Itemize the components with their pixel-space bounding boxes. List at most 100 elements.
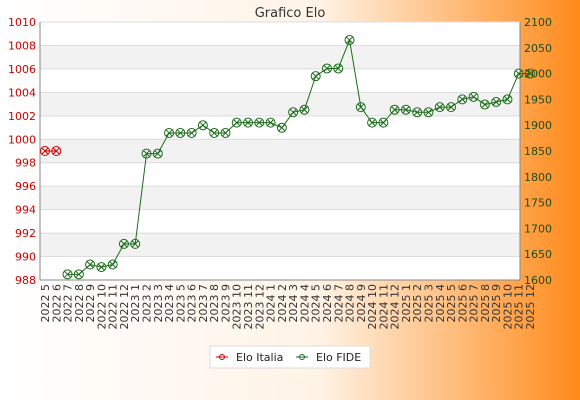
point-cross (109, 261, 117, 268)
point-cross (199, 121, 207, 129)
point-marker (468, 91, 479, 102)
data-point (423, 107, 434, 118)
point-cross (481, 101, 489, 108)
data-point (344, 35, 355, 46)
left-tick-label: 1002 (8, 110, 36, 123)
data-point (265, 117, 276, 128)
point-marker (141, 148, 152, 159)
right-tick-label: 1700 (524, 222, 552, 235)
data-point (164, 127, 175, 138)
point-cross (120, 240, 128, 248)
grid-band (40, 45, 520, 69)
point-cross (402, 106, 410, 114)
point-cross (165, 129, 173, 137)
point-cross (368, 119, 376, 126)
data-point (288, 107, 299, 118)
x-tick-label: 2024 4 (298, 284, 311, 323)
data-point (479, 99, 490, 110)
x-tick-label: 2024 6 (321, 284, 334, 323)
point-cross (334, 65, 342, 72)
point-cross (267, 119, 274, 126)
left-tick-label: 996 (15, 180, 36, 193)
point-marker (491, 96, 502, 107)
data-point (378, 117, 389, 128)
point-cross (41, 147, 49, 155)
point-marker (85, 259, 96, 270)
x-tick-label: 2024 3 (287, 284, 300, 323)
legend-label: Elo Italia (236, 351, 283, 364)
point-marker (62, 269, 73, 280)
data-point (400, 104, 411, 115)
point-cross (52, 147, 60, 155)
x-tick-label: 2022 5 (39, 284, 52, 323)
right-tick-label: 2100 (524, 16, 552, 29)
point-cross (413, 108, 421, 116)
point-marker (164, 127, 175, 138)
x-tick-label: 2024 1 (265, 284, 278, 323)
left-tick-label: 992 (15, 227, 36, 240)
point-cross (526, 70, 534, 77)
x-tick-label: 2023 2 (141, 284, 154, 323)
grid-band (40, 186, 520, 210)
data-point (73, 269, 84, 280)
point-cross (289, 108, 297, 116)
data-point (186, 127, 197, 138)
point-marker (96, 262, 107, 273)
x-tick-label: 2023 12 (253, 284, 266, 330)
x-tick-label: 2024 10 (366, 284, 379, 330)
point-cross (222, 129, 229, 137)
data-point (457, 94, 468, 105)
series-elo-italia (40, 146, 62, 156)
data-point (367, 117, 378, 128)
point-marker (525, 68, 535, 79)
data-point (333, 63, 344, 74)
left-tick-label: 1004 (8, 86, 36, 99)
right-tick-label: 1850 (524, 145, 552, 158)
x-tick-label: 2024 9 (355, 284, 368, 323)
data-point (141, 148, 152, 159)
data-point (85, 259, 96, 270)
point-cross (492, 98, 500, 106)
data-point (209, 127, 220, 138)
point-marker (378, 117, 389, 128)
point-cross (255, 119, 263, 126)
point-marker (310, 71, 321, 82)
point-cross (98, 263, 105, 271)
point-cross (301, 106, 308, 114)
legend-marker (299, 354, 305, 360)
point-marker (389, 104, 400, 115)
point-marker (130, 238, 141, 249)
data-point (468, 91, 479, 102)
point-cross (64, 270, 71, 278)
legend: Elo Italia Elo FIDE (209, 345, 371, 369)
data-point (231, 117, 242, 128)
x-tick-label: 2024 5 (310, 284, 323, 323)
point-cross (244, 119, 252, 126)
point-marker (423, 107, 434, 118)
point-cross (75, 270, 83, 278)
legend-marker (219, 354, 225, 360)
legend-box (209, 345, 371, 369)
point-marker (186, 127, 197, 138)
series-layer (40, 35, 535, 280)
point-marker (344, 35, 355, 46)
point-marker (51, 146, 62, 156)
point-marker (513, 68, 524, 79)
x-tick-label: 2025 4 (434, 284, 447, 323)
x-tick-label: 2025 2 (411, 284, 424, 323)
left-tick-label: 1010 (8, 16, 36, 29)
right-tick-label: 2050 (524, 42, 552, 55)
point-marker (265, 117, 276, 128)
data-point (40, 146, 50, 156)
data-point (243, 117, 254, 128)
x-tick-label: 2024 2 (276, 284, 289, 323)
x-tick-label: 2025 7 (468, 284, 481, 323)
point-cross (425, 108, 432, 116)
data-point (175, 127, 186, 138)
chart-title: Grafico Elo (255, 6, 326, 21)
x-tick-label: 2022 9 (84, 284, 97, 323)
point-marker (288, 107, 299, 118)
data-point (502, 94, 513, 105)
